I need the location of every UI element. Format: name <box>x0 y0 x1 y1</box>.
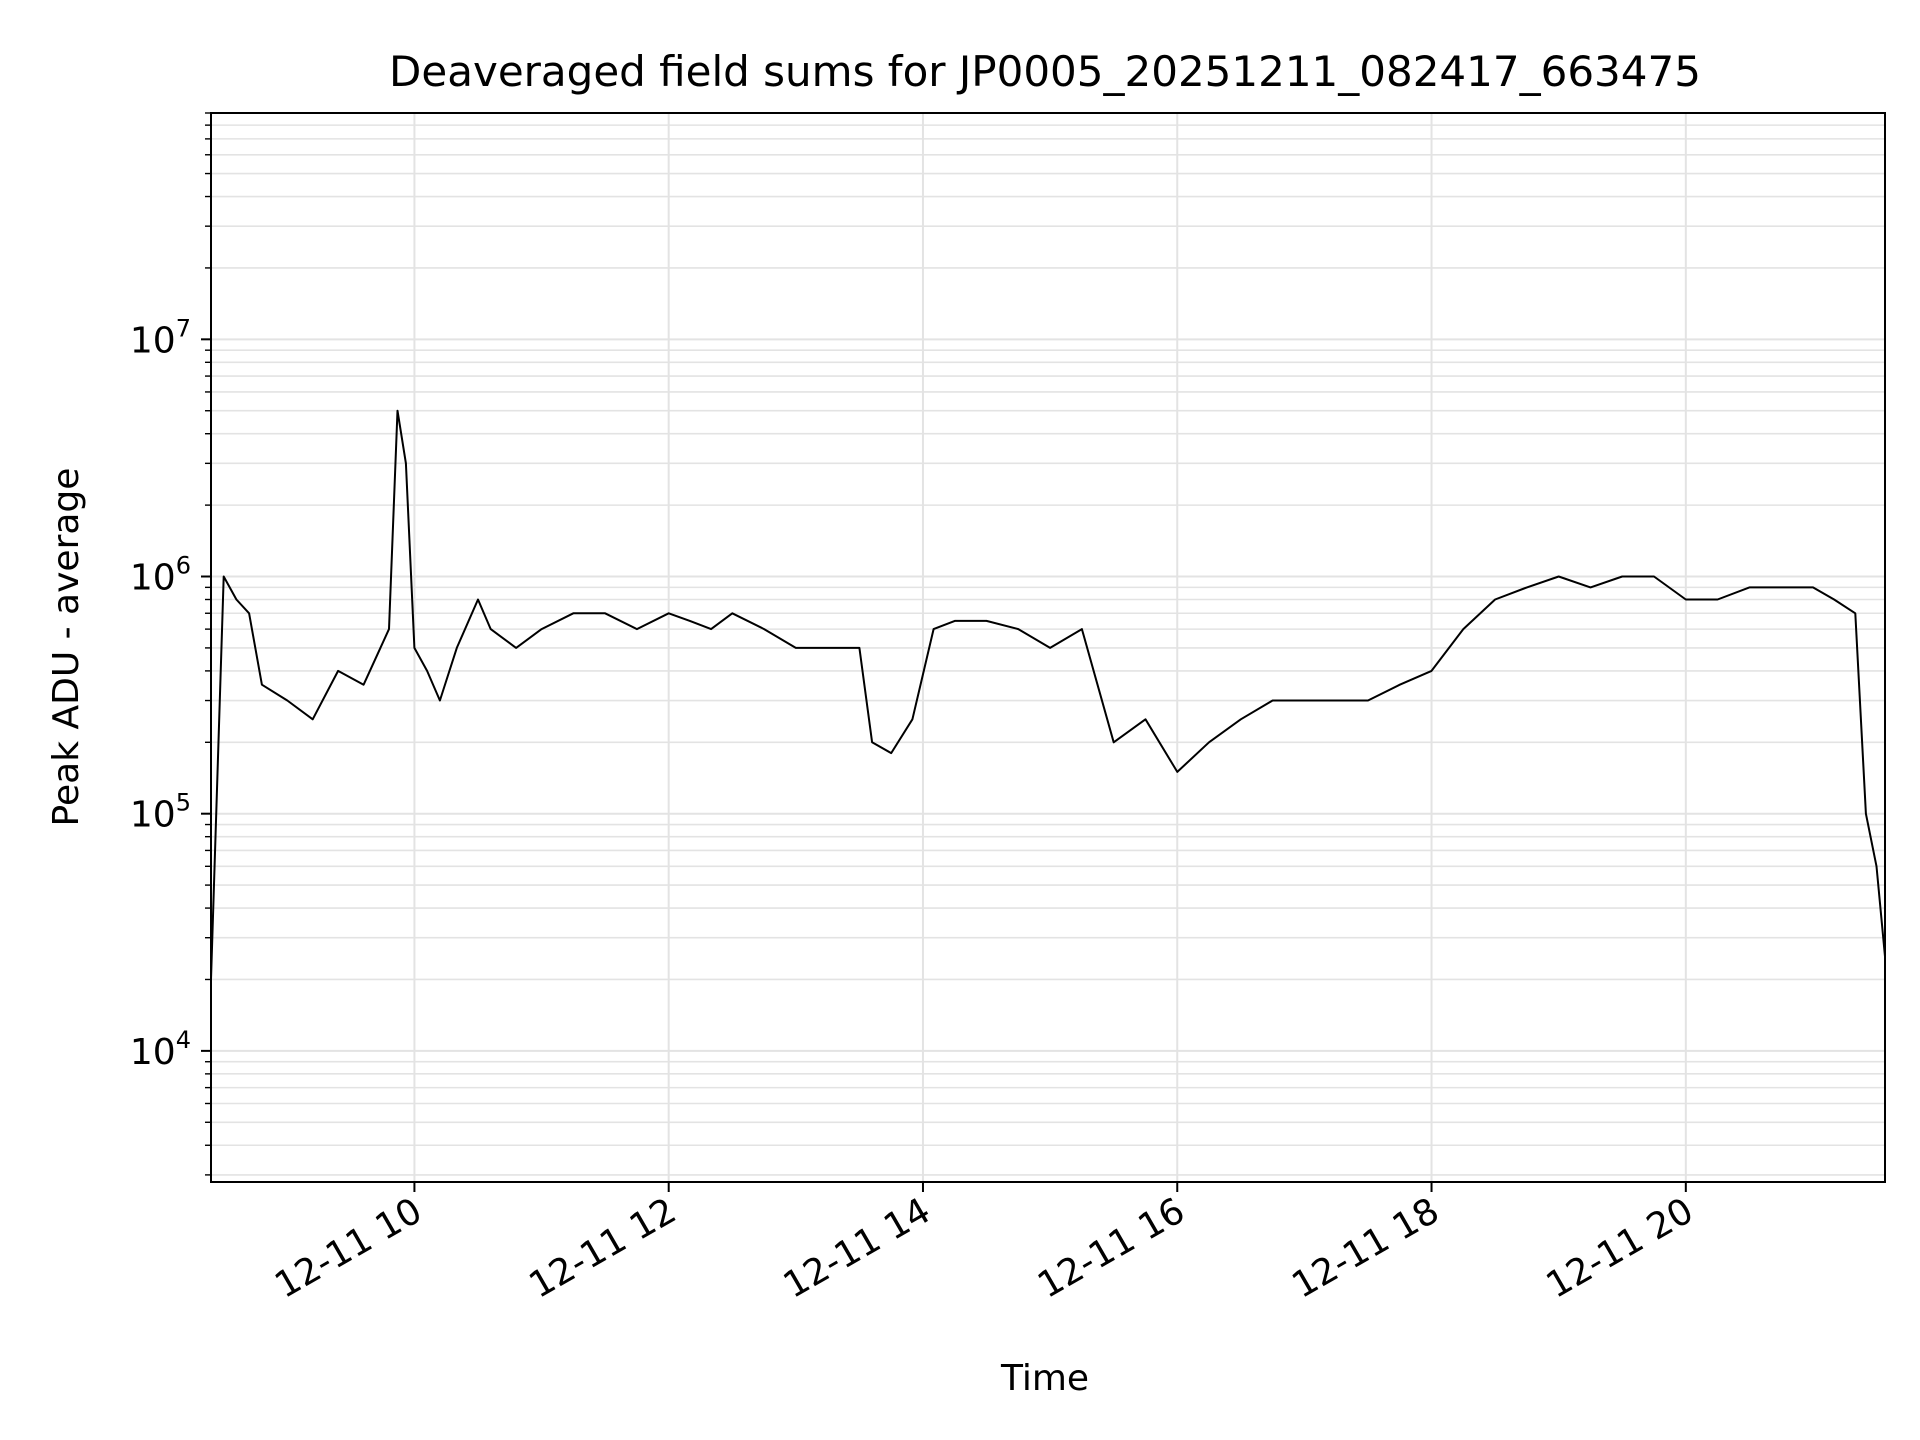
chart-title: Deaveraged field sums for JP0005_2025121… <box>389 47 1701 96</box>
y-tick-label-base: 10 <box>130 320 176 361</box>
y-tick-label: 105 <box>130 789 191 836</box>
y-tick-label-exponent: 6 <box>176 552 191 580</box>
y-tick-label: 106 <box>130 552 191 599</box>
y-tick-label-base: 10 <box>130 1032 176 1073</box>
data-series <box>210 409 1886 980</box>
y-tick-label-exponent: 5 <box>176 789 191 817</box>
y-tick-label-exponent: 7 <box>176 314 191 342</box>
y-tick-label: 104 <box>130 1026 191 1073</box>
y-tick-label-base: 10 <box>130 558 176 599</box>
x-axis-label: Time <box>1000 1358 1089 1399</box>
y-tick-label-exponent: 4 <box>176 1026 191 1054</box>
grid-lines <box>211 112 1885 1182</box>
y-axis-label: Peak ADU - average <box>46 468 87 827</box>
y-tick-label: 107 <box>130 314 191 361</box>
y-tick-label-base: 10 <box>130 795 176 836</box>
data-line <box>210 409 1886 980</box>
